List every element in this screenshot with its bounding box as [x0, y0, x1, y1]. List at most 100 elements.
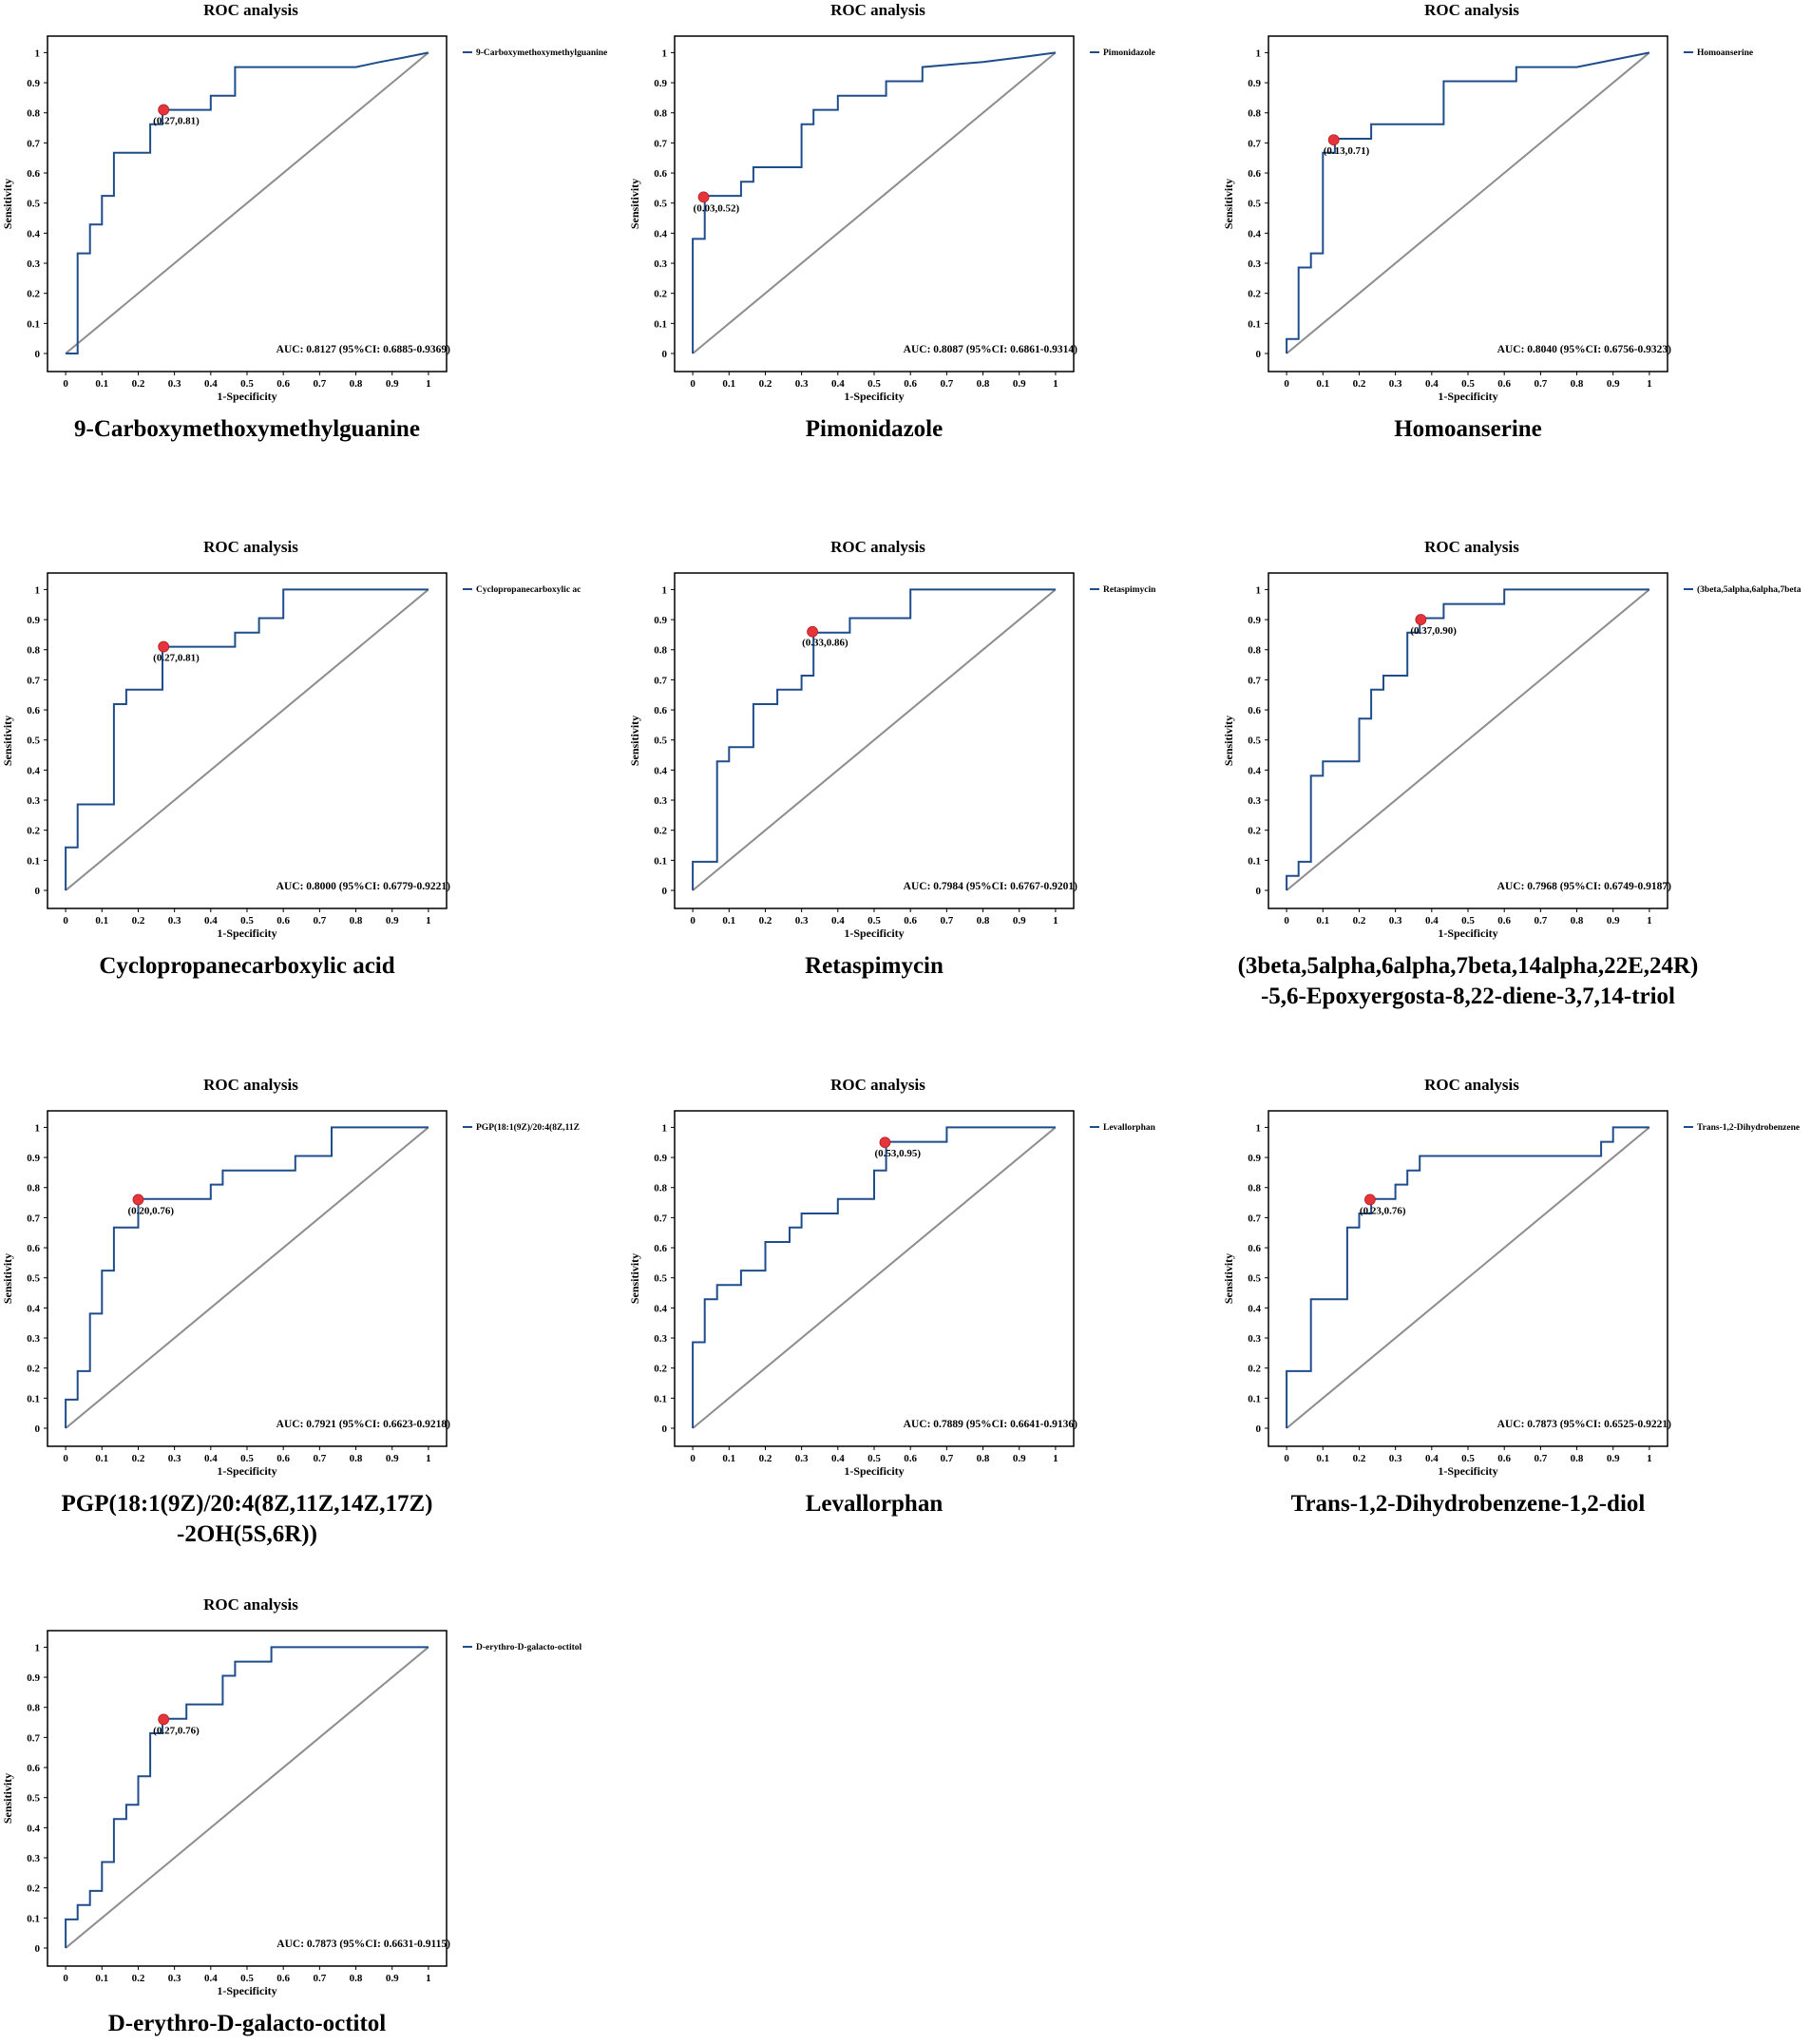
x-tick-label: 0.4 [831, 1453, 845, 1464]
x-tick-label: 0.3 [795, 915, 809, 926]
y-axis-label: Sensitivity [1, 1773, 14, 1824]
y-tick-label: 0.6 [654, 705, 667, 716]
x-tick-label: 0.8 [977, 378, 990, 390]
y-tick-label: 0.4 [27, 228, 40, 239]
x-tick-label: 0.4 [1425, 1453, 1439, 1464]
legend-label: PGP(18:1(9Z)/20:4(8Z,11Z [476, 1122, 580, 1133]
y-tick-label: 0.9 [27, 1672, 40, 1684]
x-tick-label: 0.2 [132, 1453, 145, 1464]
roc-curve [1286, 588, 1649, 890]
x-tick-label: 0.7 [1534, 915, 1547, 926]
x-tick-label: 0.3 [795, 378, 809, 390]
y-tick-label: 0.9 [654, 78, 667, 89]
x-tick-label: 1 [426, 915, 431, 926]
auc-label: AUC: 0.7889 (95%CI: 0.6641-0.9136) [904, 1419, 1078, 1430]
auc-label: AUC: 0.8087 (95%CI: 0.6861-0.9314) [904, 344, 1078, 355]
auc-label: AUC: 0.8127 (95%CI: 0.6885-0.9369) [276, 344, 451, 355]
y-axis-label: Sensitivity [1, 1253, 14, 1304]
cutoff-marker [697, 191, 710, 203]
auc-label: AUC: 0.7921 (95%CI: 0.6623-0.9218) [276, 1419, 451, 1430]
roc-curve [692, 588, 1056, 890]
cutoff-label: (0.27,0.81) [153, 653, 200, 664]
x-tick-label: 0.5 [1461, 378, 1475, 390]
roc-chart: ROC analysis 0 0.1 0.2 0.3 0.4 0.5 0.6 0.7 0.8 0.9… [628, 538, 1156, 940]
y-tick-label: 0.2 [27, 1883, 40, 1895]
x-tick-label: 1 [426, 1453, 431, 1464]
x-tick-label: 0.6 [1497, 915, 1511, 926]
y-tick-label: 0.7 [654, 675, 667, 686]
x-tick-label: 0.2 [759, 378, 772, 390]
y-axis-label: Sensitivity [628, 716, 641, 766]
diagonal-reference-line [692, 1126, 1057, 1429]
chart-title: ROC analysis [830, 1, 925, 19]
x-tick-label: 0.6 [276, 378, 290, 390]
y-tick-label: 0.9 [1248, 615, 1261, 626]
x-tick-label: 0.5 [867, 378, 881, 390]
panel-caption: Trans-1,2-Dihydrobenzene-1,2-diol [1221, 1489, 1715, 1519]
y-tick-label: 0.4 [1248, 1303, 1261, 1314]
cutoff-label: (0.37,0.90) [1410, 625, 1457, 637]
legend-label: Levallorphan [1103, 1123, 1156, 1133]
x-tick-label: 0.7 [1534, 378, 1547, 390]
auc-label: AUC: 0.7984 (95%CI: 0.6767-0.9201) [904, 881, 1078, 892]
cutoff-label: (0.03,0.52) [694, 202, 740, 214]
y-tick-label: 0.2 [1248, 289, 1261, 300]
roc-curve [65, 1126, 429, 1428]
roc-chart: ROC analysis 0 0.1 0.2 0.3 0.4 0.5 0.6 0.7 0.8 0.9… [1, 1076, 580, 1478]
y-tick-label: 0.3 [27, 258, 40, 270]
x-tick-label: 0.2 [132, 915, 145, 926]
panel-caption: Cyclopropanecarboxylic acid [0, 951, 494, 982]
caption-line: Levallorphan [805, 1491, 944, 1517]
x-axis-label: 1-Specificity [217, 926, 276, 940]
y-tick-label: 0 [35, 886, 41, 897]
x-tick-label: 0.2 [1353, 1453, 1366, 1464]
x-tick-label: 0.9 [1607, 1453, 1620, 1464]
y-tick-label: 0.3 [654, 258, 667, 270]
caption-line: -2OH(5S,6R)) [177, 1521, 317, 1547]
legend-label: 9-Carboxymethoxymethylguanine [476, 48, 607, 58]
cutoff-label: (0.13,0.71) [1324, 145, 1370, 157]
x-tick-label: 0.7 [313, 378, 326, 390]
caption-line: Pimonidazole [805, 416, 944, 442]
x-axis-label: 1-Specificity [844, 926, 904, 940]
caption-line: (3beta,5alpha,6alpha,7beta,14alpha,22E,2… [1237, 953, 1699, 979]
x-tick-label: 0.3 [168, 915, 181, 926]
x-axis-label: 1-Specificity [1438, 1464, 1497, 1478]
y-tick-label: 0.5 [27, 199, 40, 210]
x-tick-label: 0.5 [240, 378, 254, 390]
cutoff-label: (0.23,0.76) [1360, 1205, 1406, 1216]
y-tick-label: 0.7 [27, 1213, 40, 1224]
x-tick-label: 0.8 [350, 1453, 363, 1464]
y-tick-label: 0.1 [654, 855, 667, 867]
y-tick-label: 0.8 [1248, 108, 1261, 120]
roc-chart: ROC analysis 0 0.1 0.2 0.3 0.4 0.5 0.6 0.7 0.8 0.9… [1, 538, 581, 940]
x-tick-label: 1 [1647, 915, 1652, 926]
x-tick-label: 0.5 [240, 915, 254, 926]
diagonal-reference-line [65, 1646, 429, 1949]
y-tick-label: 0.1 [1248, 1393, 1261, 1404]
chart-title: ROC analysis [203, 1595, 298, 1614]
legend-label: Homoanserine [1697, 48, 1753, 58]
x-tick-label: 0.5 [240, 1973, 254, 1984]
y-tick-label: 0.5 [654, 199, 667, 210]
panel-caption: Levallorphan [627, 1489, 1121, 1519]
roc-chart: ROC analysis 0 0.1 0.2 0.3 0.4 0.5 0.6 0.7 0.8 0.9… [1222, 538, 1801, 940]
x-tick-label: 1 [1053, 378, 1058, 390]
x-tick-label: 0.9 [1013, 1453, 1026, 1464]
y-tick-label: 0.2 [27, 1364, 40, 1375]
y-tick-label: 0 [35, 1943, 41, 1955]
caption-line: Homoanserine [1394, 416, 1542, 442]
y-tick-label: 0.3 [654, 1333, 667, 1345]
y-tick-label: 0.9 [27, 1153, 40, 1164]
y-axis-label: Sensitivity [1222, 179, 1235, 229]
cutoff-marker [158, 1713, 170, 1726]
x-tick-label: 0.1 [1316, 1453, 1329, 1464]
x-axis-label: 1-Specificity [217, 1984, 276, 1997]
y-tick-label: 0.7 [1248, 675, 1261, 686]
y-axis-label: Sensitivity [1222, 1253, 1235, 1304]
panel-caption: Pimonidazole [627, 414, 1121, 445]
chart-title: ROC analysis [203, 538, 298, 556]
y-tick-label: 0.7 [27, 675, 40, 686]
x-tick-label: 0.6 [1497, 378, 1511, 390]
y-tick-label: 0.1 [27, 318, 40, 330]
